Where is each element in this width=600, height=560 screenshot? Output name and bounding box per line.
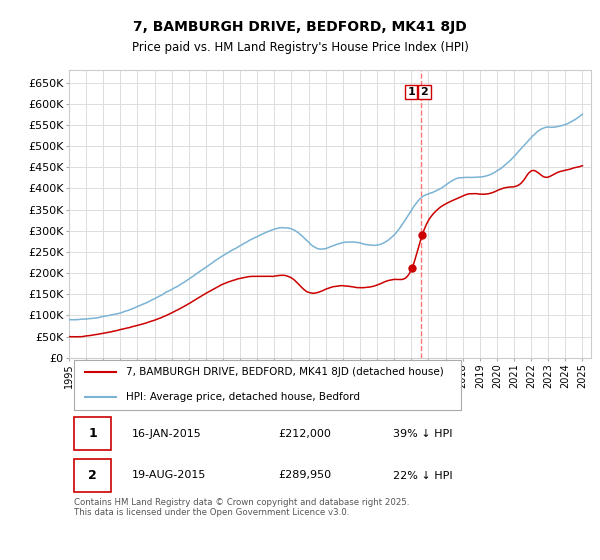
Text: £289,950: £289,950 (278, 470, 331, 480)
Text: 7, BAMBURGH DRIVE, BEDFORD, MK41 8JD: 7, BAMBURGH DRIVE, BEDFORD, MK41 8JD (133, 20, 467, 34)
Text: Contains HM Land Registry data © Crown copyright and database right 2025.
This d: Contains HM Land Registry data © Crown c… (74, 498, 410, 517)
Text: £212,000: £212,000 (278, 428, 331, 438)
Text: 39% ↓ HPI: 39% ↓ HPI (392, 428, 452, 438)
Text: 22% ↓ HPI: 22% ↓ HPI (392, 470, 452, 480)
Text: 16-JAN-2015: 16-JAN-2015 (131, 428, 202, 438)
FancyBboxPatch shape (74, 459, 111, 492)
Text: 1: 1 (407, 87, 415, 97)
Text: 1: 1 (88, 427, 97, 440)
Text: 2: 2 (88, 469, 97, 482)
Text: 7, BAMBURGH DRIVE, BEDFORD, MK41 8JD (detached house): 7, BAMBURGH DRIVE, BEDFORD, MK41 8JD (de… (127, 367, 444, 377)
FancyBboxPatch shape (74, 360, 461, 409)
Text: HPI: Average price, detached house, Bedford: HPI: Average price, detached house, Bedf… (127, 392, 361, 402)
Text: 19-AUG-2015: 19-AUG-2015 (131, 470, 206, 480)
FancyBboxPatch shape (74, 417, 111, 450)
Text: Price paid vs. HM Land Registry's House Price Index (HPI): Price paid vs. HM Land Registry's House … (131, 41, 469, 54)
Text: 2: 2 (421, 87, 428, 97)
